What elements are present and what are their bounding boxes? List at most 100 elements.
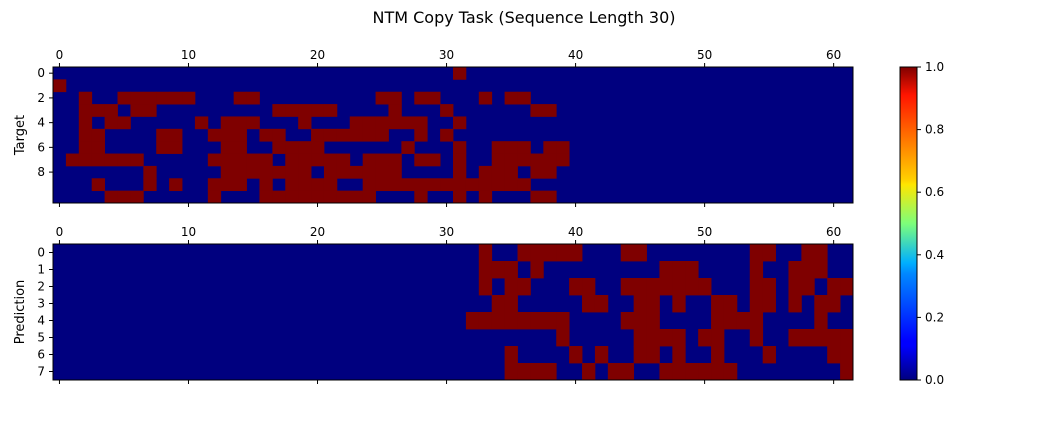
heatmap-cell [814,261,828,279]
heatmap-cell [272,128,286,142]
heatmap-cell [672,261,686,279]
heatmap-cell [285,178,299,192]
heatmap-cell [259,165,273,179]
heatmap-cell [762,295,776,313]
heatmap-cell [827,329,841,347]
heatmap-cell [91,128,106,142]
heatmap-cell [633,295,647,313]
heatmap-cell [78,91,93,105]
x-tick-label: 20 [310,48,325,62]
heatmap-cell [233,141,247,154]
heatmap-cell [207,153,222,167]
heatmap-cell [143,104,157,117]
heatmap-cell [91,141,106,154]
heatmap-cell [156,91,170,105]
colorbar-tick-label: 0.2 [925,310,944,324]
heatmap-cell [633,278,647,296]
target-heatmap-cells [53,67,853,204]
heatmap-cell [814,244,828,262]
heatmap-cell [375,153,389,167]
heatmap-cell [685,261,699,279]
heatmap-cell [504,261,518,279]
heatmap-cell [298,190,312,204]
y-tick-label: 1 [37,263,45,277]
heatmap-cell [646,295,660,313]
heatmap-cell [569,244,583,262]
heatmap-cell [736,312,751,330]
prediction-heatmap-cells [53,244,854,381]
heatmap-cell [156,128,170,142]
heatmap-cell [478,261,493,279]
heatmap-cell [646,329,660,347]
heatmap-cell [814,312,828,330]
heatmap-cell [543,141,557,154]
colorbar-tick-label: 0.8 [925,123,944,137]
heatmap-cell [491,178,506,192]
heatmap-cell [672,295,686,313]
heatmap-cell [117,91,131,105]
heatmap-cell [646,346,660,364]
heatmap-cell [594,295,609,313]
heatmap-cell [182,91,196,105]
heatmap-cell [556,141,570,154]
heatmap-cell [711,363,725,381]
x-tick-label: 40 [568,225,583,239]
heatmap-cell [117,116,131,130]
y-tick-label: 7 [37,365,45,379]
heatmap-cell [723,295,738,313]
heatmap-cell [194,116,209,130]
heatmap-cell [259,190,273,204]
heatmap-cell [698,329,712,347]
heatmap-cell [169,91,183,105]
heatmap-cell [453,178,467,192]
heatmap-cell [323,104,338,117]
heatmap-cell [672,278,686,296]
heatmap-cell [427,91,441,105]
y-tick-label: 0 [37,246,45,260]
heatmap-cell [285,190,299,204]
heatmap-cell [311,104,325,117]
x-tick-label: 0 [56,48,64,62]
heatmap-cell [388,104,402,117]
heatmap-cell [91,104,106,117]
heatmap-cell [362,128,376,142]
heatmap-cell [104,153,118,167]
heatmap-cell [375,178,389,192]
heatmap-cell [504,312,518,330]
heatmap-cell [607,363,622,381]
heatmap-cell [427,153,441,167]
heatmap-cell [543,312,557,330]
heatmap-cell [840,346,854,364]
heatmap-cell [362,116,376,130]
heatmap-cell [543,153,557,167]
heatmap-cell [233,128,247,142]
heatmap-cell [220,178,235,192]
heatmap-cell [104,116,118,130]
heatmap-cell [556,329,570,347]
prediction-ylabel: Prediction [13,280,28,345]
heatmap-cell [311,178,325,192]
heatmap-cell [491,312,506,330]
x-tick-label: 60 [826,225,841,239]
heatmap-cell [840,329,854,347]
colorbar-tick-label: 0.6 [925,185,944,199]
heatmap-cell [323,165,338,179]
heatmap-cell [762,346,776,364]
heatmap-cell [620,278,635,296]
heatmap-cell [233,178,247,192]
heatmap-cell [504,178,518,192]
heatmap-cell [530,153,544,167]
heatmap-cell [285,153,299,167]
heatmap-cell [749,329,764,347]
heatmap-cell [556,153,570,167]
heatmap-cell [336,165,351,179]
heatmap-cell [414,91,428,105]
heatmap-cell [569,346,583,364]
heatmap-cell [698,278,712,296]
x-tick-label: 30 [439,225,454,239]
heatmap-cell [465,178,480,192]
heatmap-cell [323,190,338,204]
heatmap-cell [453,165,467,179]
heatmap-cell [401,141,415,154]
heatmap-cell [478,244,493,262]
